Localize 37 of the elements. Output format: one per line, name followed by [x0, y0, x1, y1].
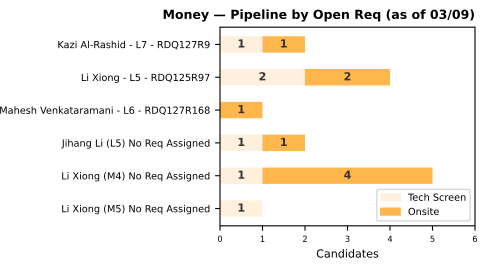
data-label: 1 — [238, 170, 244, 179]
bar — [305, 69, 390, 86]
data-label: 1 — [238, 203, 244, 212]
bar — [262, 134, 305, 152]
data-label: 2 — [344, 72, 350, 80]
data-label: 2 — [260, 72, 266, 80]
legend-label: Tech Screen — [408, 193, 466, 201]
x-axis-title: Candidates — [316, 249, 378, 258]
data-label: 1 — [238, 105, 244, 114]
x-tick-label: 0 — [218, 236, 222, 242]
bar — [220, 168, 262, 184]
data-label: 1 — [238, 39, 244, 48]
chart-title: Money — Pipeline by Open Req (as of 03/09) — [164, 9, 474, 22]
data-label: 1 — [238, 138, 244, 146]
data-label: 4 — [344, 170, 351, 179]
bar — [220, 134, 262, 152]
legend-label: Onsite — [408, 208, 439, 216]
x-tick-label: 4 — [388, 236, 392, 242]
x-tick-label: 5 — [430, 236, 434, 242]
bar — [220, 69, 305, 86]
x-tick-label: 6 — [472, 236, 478, 242]
bar — [262, 36, 305, 53]
y-tick-label: Jihang Li (L5) No Req Assigned — [61, 139, 210, 149]
data-label: 1 — [281, 39, 287, 48]
x-tick-label: 1 — [260, 236, 264, 242]
y-tick-label: Kazi Al-Rashid - L7 - RDQ127R9 — [58, 40, 210, 50]
y-tick-label: Li Xiong (M4) No Req Assigned — [62, 172, 210, 182]
x-tick-label: 3 — [345, 236, 350, 242]
y-tick-label: Li Xiong - L5 - RDQ125R97 — [82, 74, 210, 83]
bar — [220, 102, 262, 118]
data-label: 1 — [281, 138, 287, 146]
y-tick-label: Li Xiong (M5) No Req Assigned — [62, 204, 210, 214]
x-tick-label: 2 — [302, 236, 307, 242]
bar — [220, 200, 262, 217]
bar — [262, 168, 432, 184]
y-tick-label: Mahesh Venkataramani - L6 - RDQ127R168 — [0, 106, 210, 116]
bar — [220, 36, 262, 53]
